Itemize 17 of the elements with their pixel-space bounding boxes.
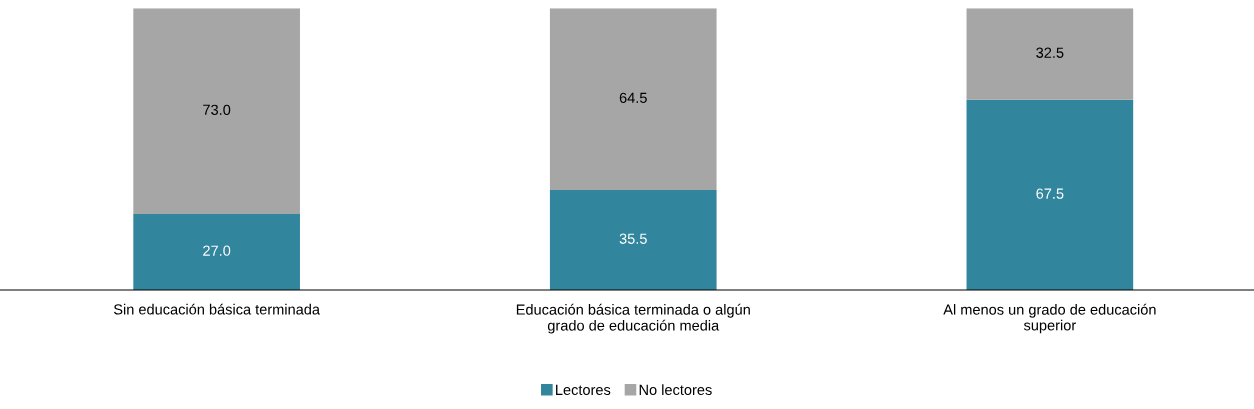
x-tick-label: Educación básica terminada o algún grado de educación media [516,303,750,334]
x-tick-label: Al menos un grado de educación superior [943,303,1156,334]
bar [966,8,1134,100]
data-label: 73.0 [203,104,231,115]
bar [549,8,717,190]
data-label: 35.5 [619,233,647,244]
bar [133,213,300,290]
data-label: 32.5 [1036,47,1064,58]
x-tick-label: Sin educación básica terminada [113,303,321,315]
data-label: 27.0 [203,245,231,256]
bar [133,8,300,214]
legend-label: No lectores [639,384,712,396]
bar [549,189,717,290]
data-label: 64.5 [619,92,647,103]
data-label: 67.5 [1036,188,1064,199]
legend-label: Lectores [556,384,611,396]
bar [966,99,1134,290]
